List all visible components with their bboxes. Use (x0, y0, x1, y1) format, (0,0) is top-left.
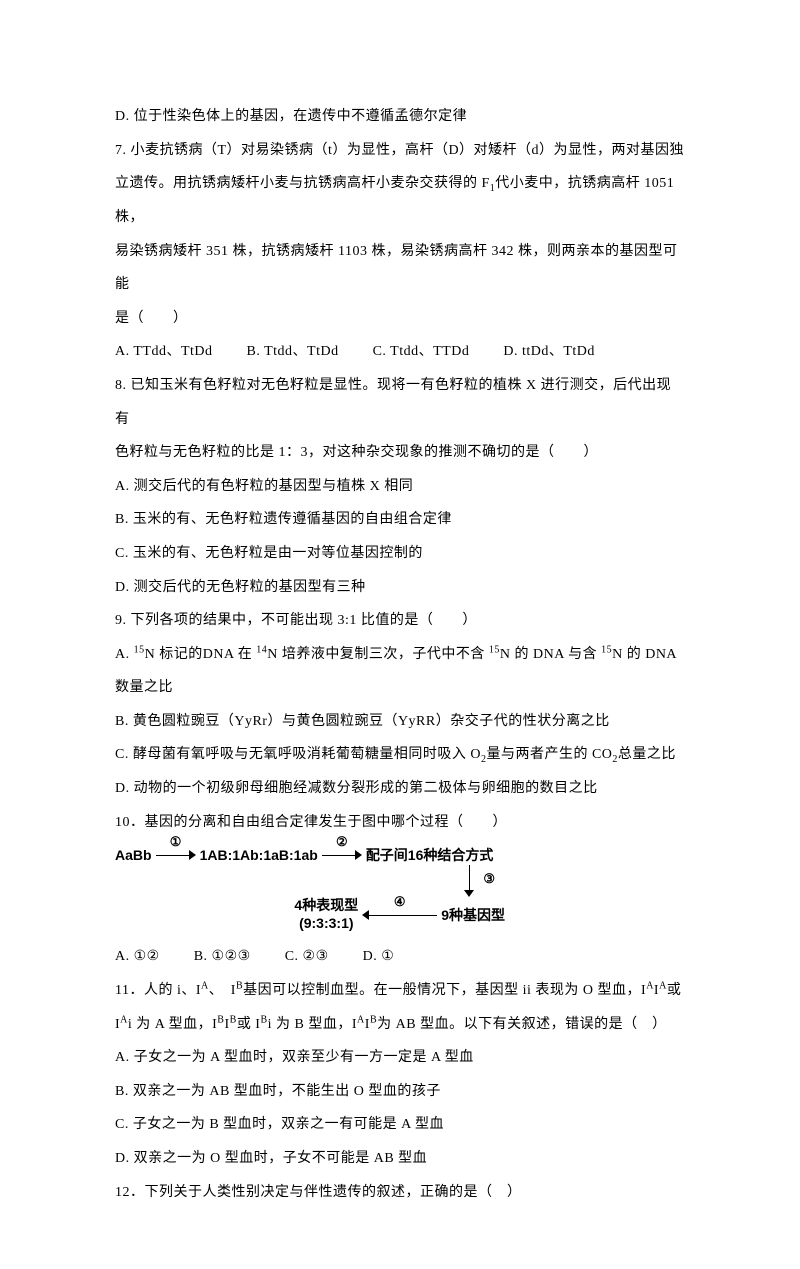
sup-15: 15 (601, 644, 612, 655)
text: N 标记的DNA 在 (145, 647, 257, 662)
arrow-4: ④ (362, 908, 437, 922)
text: 11．人的 i、I (115, 983, 201, 998)
q10-option-a: A. ①② (115, 940, 160, 974)
arrow-label-4: ④ (394, 894, 406, 910)
text: 总量之比 (618, 747, 676, 762)
q9-line-1: 9. 下列各项的结果中，不可能出现 3:1 比值的是（ ） (115, 604, 685, 638)
q7-option-b: B. Ttdd、TtDd (247, 335, 339, 369)
text: 量与两者产生的 CO (486, 747, 612, 762)
q9-option-c: C. 酵母菌有氧呼吸与无氧呼吸消耗葡萄糖量相同时吸入 O2量与两者产生的 CO2… (115, 738, 685, 772)
q11-line-1: 11．人的 i、IA、 IB基因可以控制血型。在一般情况下，基因型 ii 表现为… (115, 974, 685, 1008)
arrow-line (156, 855, 190, 856)
text: i 为 A 型血，I (128, 1017, 217, 1032)
diagram-gametes: 1AB:1Ab:1aB:1ab (200, 847, 318, 863)
phenotypes-l2: (9:3:3:1) (299, 915, 353, 931)
q8-option-a: A. 测交后代的有色籽粒的基因型与植株 X 相同 (115, 470, 685, 504)
q7-option-c: C. Ttdd、TTDd (373, 335, 470, 369)
arrow-2: ② (322, 848, 362, 862)
diagram-down-arrow-row: ③ (115, 865, 505, 897)
arrow-line (469, 865, 470, 891)
q7-line-4: 是（ ） (115, 302, 685, 336)
q11-option-b: B. 双亲之一为 AB 型血时，不能生出 O 型血的孩子 (115, 1075, 685, 1109)
arrow-head (362, 910, 369, 920)
text: 为 AB 型血。以下有关叙述，错误的是（ ） (377, 1017, 666, 1032)
q9-option-b: B. 黄色圆粒豌豆（YyRr）与黄色圆粒豌豆（YyRR）杂交子代的性状分离之比 (115, 705, 685, 739)
q11-option-d: D. 双亲之一为 O 型血时，子女不可能是 AB 型血 (115, 1142, 685, 1176)
q8-line-1: 8. 已知玉米有色籽粒对无色籽粒是显性。现将一有色籽粒的植株 X 进行测交，后代… (115, 369, 685, 436)
arrow-label-3: ③ (483, 871, 495, 887)
sup-15: 15 (489, 644, 500, 655)
q7-line-1: 7. 小麦抗锈病（T）对易染锈病（t）为显性，高杆（D）对矮杆（d）为显性，两对… (115, 134, 685, 168)
phenotypes-l1: 4种表现型 (294, 897, 358, 913)
q7-line-2: 立遗传。用抗锈病矮杆小麦与抗锈病高杆小麦杂交获得的 F1代小麦中，抗锈病高杆 1… (115, 167, 685, 234)
sup-14: 14 (256, 644, 267, 655)
arrow-head (355, 850, 362, 860)
sup-a: A (201, 980, 209, 991)
sup-b: B (260, 1014, 267, 1025)
arrow-label-2: ② (336, 834, 348, 850)
q7-option-d: D. ttDd、TtDd (503, 335, 595, 369)
text: 或 (667, 983, 682, 998)
q10-line-1: 10．基因的分离和自由组合定律发生于图中哪个过程（ ） (115, 806, 685, 840)
q11-line-2: IAi 为 A 型血，IBIB或 IBi 为 B 型血，IAIB为 AB 型血。… (115, 1008, 685, 1042)
sup-b: B (230, 1014, 237, 1025)
arrow-3: ③ (463, 865, 477, 897)
q10-option-d: D. ① (363, 940, 395, 974)
diagram-phenotypes: 4种表现型 (9:3:3:1) (294, 897, 358, 932)
q12-line-1: 12．下列关于人类性别决定与伴性遗传的叙述，正确的是（ ） (115, 1176, 685, 1210)
diagram-row-1: AaBb ① 1AB:1Ab:1aB:1ab ② 配子间16种结合方式 (115, 845, 505, 865)
arrow-1: ① (156, 848, 196, 862)
q8-option-d: D. 测交后代的无色籽粒的基因型有三种 (115, 571, 685, 605)
text: 立遗传。用抗锈病矮杆小麦与抗锈病高杆小麦杂交获得的 F (115, 176, 490, 191)
q8-line-2: 色籽粒与无色籽粒的比是 1：3，对这种杂交现象的推测不确切的是（ ） (115, 436, 685, 470)
q9-option-a: A. 15N 标记的DNA 在 14N 培养液中复制三次，子代中不含 15N 的… (115, 638, 685, 705)
q9-option-d: D. 动物的一个初级卵母细胞经减数分裂形成的第二极体与卵细胞的数目之比 (115, 772, 685, 806)
text: N 培养液中复制三次，子代中不含 (267, 647, 489, 662)
genetics-diagram: AaBb ① 1AB:1Ab:1aB:1ab ② 配子间16种结合方式 ③ (115, 845, 505, 932)
sup-15: 15 (134, 644, 145, 655)
document-page: D. 位于性染色体上的基因，在遗传中不遵循孟德尔定律 7. 小麦抗锈病（T）对易… (0, 0, 800, 1269)
sup-a: A (659, 980, 667, 991)
q7-line-3: 易染锈病矮杆 351 株，抗锈病矮杆 1103 株，易染锈病高杆 342 株，则… (115, 235, 685, 302)
diagram-aabb: AaBb (115, 847, 152, 863)
q6-option-d: D. 位于性染色体上的基因，在遗传中不遵循孟德尔定律 (115, 100, 685, 134)
text: C. 酵母菌有氧呼吸与无氧呼吸消耗葡萄糖量相同时吸入 O (115, 747, 481, 762)
arrow-head (464, 890, 474, 897)
sup-a: A (120, 1014, 128, 1025)
q10-options: A. ①② B. ①②③ C. ②③ D. ① (115, 940, 685, 974)
q10-option-c: C. ②③ (285, 940, 329, 974)
q10-option-b: B. ①②③ (194, 940, 251, 974)
text: 或 I (237, 1017, 261, 1032)
diagram-genotypes: 9种基因型 (441, 905, 505, 925)
text: A. (115, 647, 134, 662)
q7-options: A. TTdd、TtDd B. Ttdd、TtDd C. Ttdd、TTDd D… (115, 335, 685, 369)
q11-option-a: A. 子女之一为 A 型血时，双亲至少有一方一定是 A 型血 (115, 1041, 685, 1075)
diagram-row-3: 4种表现型 (9:3:3:1) ④ 9种基因型 (115, 897, 505, 932)
sup-a: A (646, 980, 654, 991)
q8-option-b: B. 玉米的有、无色籽粒遗传遵循基因的自由组合定律 (115, 503, 685, 537)
arrow-head (189, 850, 196, 860)
q8-option-c: C. 玉米的有、无色籽粒是由一对等位基因控制的 (115, 537, 685, 571)
text: 基因可以控制血型。在一般情况下，基因型 ii 表现为 O 型血，I (243, 983, 646, 998)
arrow-line (368, 915, 437, 916)
sup-a: A (357, 1014, 365, 1025)
text: N 的 DNA 与含 (500, 647, 601, 662)
diagram-combinations: 配子间16种结合方式 (366, 845, 494, 865)
text: i 为 B 型血，I (268, 1017, 357, 1032)
arrow-line (322, 855, 356, 856)
arrow-label-1: ① (170, 834, 182, 850)
q7-option-a: A. TTdd、TtDd (115, 335, 213, 369)
q11-option-c: C. 子女之一为 B 型血时，双亲之一有可能是 A 型血 (115, 1108, 685, 1142)
text: 、 I (209, 983, 236, 998)
